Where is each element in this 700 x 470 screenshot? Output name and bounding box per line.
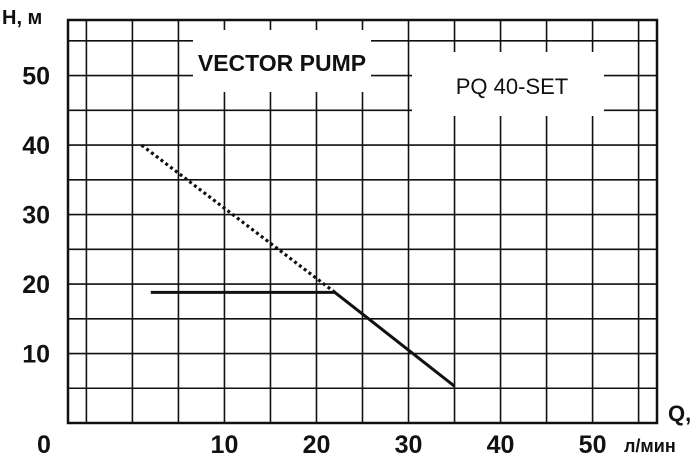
series-line-dotted [140, 143, 336, 294]
y-tick-label: 10 [22, 341, 50, 369]
x-tick-label: 50 [579, 431, 607, 459]
x-tick-label: 10 [211, 431, 239, 459]
plot-frame [66, 18, 659, 425]
title-background [193, 30, 371, 92]
y-axis-label: H, м [2, 7, 42, 29]
y-tick-label: 50 [22, 63, 50, 91]
origin-label: 0 [37, 431, 51, 459]
x-tick-label: 40 [487, 431, 515, 459]
model-label: PQ 40-SET [456, 74, 568, 99]
x-tick-labels: 10 20 30 40 50 [211, 431, 607, 459]
y-tick-label: 40 [22, 132, 50, 160]
model-background [412, 52, 604, 116]
x-axis-unit: л/мин [624, 436, 676, 456]
chart-title: VECTOR PUMP [198, 50, 366, 76]
x-tick-label: 20 [303, 431, 331, 459]
x-axis-label: Q, [668, 401, 691, 426]
x-tick-label: 30 [395, 431, 423, 459]
series-line-solid [150, 290, 456, 388]
y-tick-label: 20 [22, 271, 50, 299]
y-tick-label: 30 [22, 202, 50, 230]
series-group [140, 143, 456, 388]
y-tick-labels: 10 20 30 40 50 [22, 63, 50, 369]
